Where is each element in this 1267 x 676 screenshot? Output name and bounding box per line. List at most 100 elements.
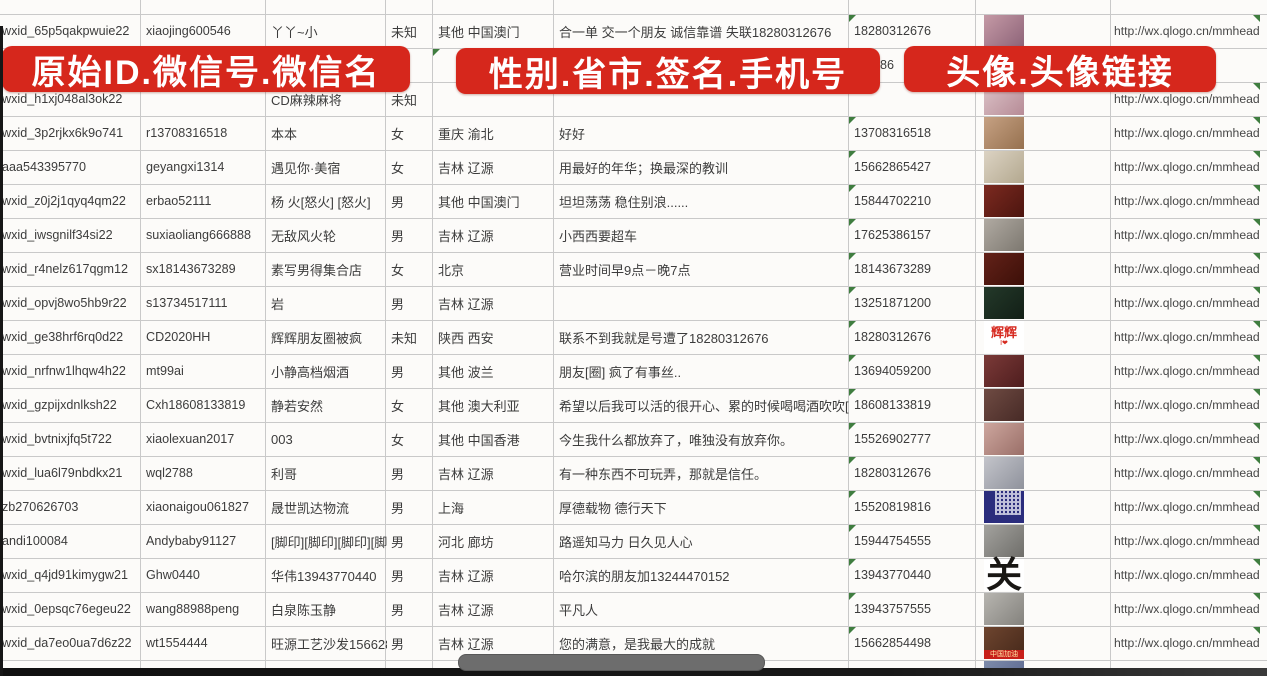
cell-url[interactable]: http://wx.qlogo.cn/mmhead	[1114, 228, 1260, 242]
cell-url[interactable]: http://wx.qlogo.cn/mmhead	[1114, 500, 1260, 514]
cell-url[interactable]: http://wx.qlogo.cn/mmhead	[1114, 92, 1260, 106]
avatar-thumbnail[interactable]	[984, 389, 1024, 421]
cell-wxid[interactable]: wxid_nrfnw1lhqw4h22	[2, 364, 126, 378]
cell-url[interactable]: http://wx.qlogo.cn/mmhead	[1114, 534, 1260, 548]
cell-wxid[interactable]: wxid_da7eo0ua7d6z22	[2, 636, 132, 650]
cell-region[interactable]: 河北 廊坊	[438, 534, 494, 550]
avatar-thumbnail[interactable]	[984, 219, 1024, 251]
cell-phone[interactable]: 18280312676	[854, 24, 932, 38]
cell-url[interactable]: http://wx.qlogo.cn/mmhead	[1114, 160, 1260, 174]
cell-account[interactable]: CD2020HH	[146, 330, 211, 344]
cell-name[interactable]: 丫丫~小	[271, 24, 318, 40]
cell-signature[interactable]: 平凡人	[559, 602, 599, 618]
cell-gender[interactable]: 女	[391, 398, 405, 414]
cell-account[interactable]: xiaolexuan2017	[146, 432, 235, 446]
cell-region[interactable]: 上海	[438, 500, 465, 516]
cell-name[interactable]: 无敌风火轮	[271, 228, 337, 244]
cell-region[interactable]: 北京	[438, 262, 465, 278]
cell-phone[interactable]: 18608133819	[854, 398, 932, 412]
cell-gender[interactable]: 女	[391, 432, 405, 448]
cell-region[interactable]: 其他 中国澳门	[438, 24, 520, 40]
cell-phone[interactable]: 13943757555	[854, 602, 932, 616]
cell-signature[interactable]: 好好	[559, 126, 586, 142]
cell-gender[interactable]: 女	[391, 160, 405, 176]
cell-gender[interactable]: 男	[391, 568, 405, 584]
cell-wxid[interactable]: wxid_lua6l79nbdkx21	[2, 466, 123, 480]
horizontal-scrollbar-thumb[interactable]	[458, 654, 765, 671]
cell-gender[interactable]: 未知	[391, 24, 418, 40]
cell-phone[interactable]: 17625386157	[854, 228, 932, 242]
avatar-thumbnail[interactable]	[984, 491, 1024, 523]
cell-region[interactable]: 吉林 辽源	[438, 636, 494, 652]
cell-signature[interactable]	[553, 286, 850, 320]
cell-gender[interactable]: 男	[391, 500, 405, 516]
avatar-thumbnail[interactable]	[984, 117, 1024, 149]
cell-name[interactable]: 旺源工艺沙发15662854	[271, 636, 387, 652]
cell-account[interactable]: Ghw0440	[146, 568, 200, 582]
cell-url[interactable]: http://wx.qlogo.cn/mmhead	[1114, 262, 1260, 276]
cell-name[interactable]: 华伟13943770440	[271, 568, 377, 584]
cell-wxid[interactable]: wxid_gzpijxdnlksh22	[2, 398, 117, 412]
cell-account[interactable]: wt1554444	[146, 636, 208, 650]
cell-region[interactable]: 吉林 辽源	[438, 296, 494, 312]
cell-phone[interactable]: 18280312676	[854, 330, 932, 344]
cell-gender[interactable]: 男	[391, 636, 405, 652]
cell-region[interactable]: 其他 中国澳门	[438, 194, 520, 210]
cell-account[interactable]: s13734517111	[146, 296, 228, 310]
cell-wxid[interactable]: wxid_ge38hrf6rq0d22	[2, 330, 124, 344]
cell-wxid[interactable]: wxid_h1xj048al3ok22	[2, 92, 123, 106]
cell-region[interactable]: 吉林 辽源	[438, 466, 494, 482]
cell-name[interactable]: 遇见你·美宿	[271, 160, 341, 176]
cell-signature[interactable]: 联系不到我就是号遭了18280312676	[559, 330, 769, 346]
cell-region[interactable]: 吉林 辽源	[438, 228, 494, 244]
cell-url[interactable]: http://wx.qlogo.cn/mmhead	[1114, 432, 1260, 446]
cell-account[interactable]: xiaojing600546	[146, 24, 231, 38]
cell-wxid[interactable]: wxid_opvj8wo5hb9r22	[2, 296, 127, 310]
cell-signature[interactable]: 路遥知马力 日久见人心	[559, 534, 693, 550]
cell-name[interactable]: 小静高档烟酒	[271, 364, 350, 380]
cell-phone[interactable]: 13694059200	[854, 364, 932, 378]
cell-region[interactable]: 吉林 辽源	[438, 602, 494, 618]
cell-gender[interactable]: 男	[391, 228, 405, 244]
cell-name[interactable]: [脚印][脚印][脚印][脚	[271, 534, 387, 550]
cell-phone[interactable]: 13943770440	[854, 568, 932, 582]
avatar-thumbnail[interactable]	[984, 287, 1024, 319]
cell-phone[interactable]: 15662854498	[854, 636, 932, 650]
cell-phone[interactable]: 15662865427	[854, 160, 932, 174]
cell-signature[interactable]: 小西西要超车	[559, 228, 638, 244]
cell-account[interactable]: wang88988peng	[146, 602, 240, 616]
avatar-thumbnail[interactable]	[984, 355, 1024, 387]
cell-url[interactable]: http://wx.qlogo.cn/mmhead	[1114, 398, 1260, 412]
cell-signature[interactable]: 厚德载物 德行天下	[559, 500, 667, 516]
cell-phone[interactable]: 18143673289	[854, 262, 932, 276]
cell-phone[interactable]: 13251871200	[854, 296, 932, 310]
cell-gender[interactable]: 男	[391, 364, 405, 380]
cell-region[interactable]: 陕西 西安	[438, 330, 494, 346]
cell-wxid[interactable]: wxid_3p2rjkx6k9o741	[2, 126, 124, 140]
cell-url[interactable]: http://wx.qlogo.cn/mmhead	[1114, 24, 1260, 38]
cell-signature[interactable]: 希望以后我可以活的很开心、累的时候喝喝酒吹吹[	[559, 398, 849, 414]
cell-gender[interactable]: 男	[391, 602, 405, 618]
cell-region[interactable]: 其他 澳大利亚	[438, 398, 520, 414]
cell-url[interactable]: http://wx.qlogo.cn/mmhead	[1114, 602, 1260, 616]
avatar-thumbnail[interactable]	[984, 15, 1024, 47]
cell-phone[interactable]: 18280312676	[854, 466, 932, 480]
cell-signature[interactable]: 坦坦荡荡 稳住别浪......	[559, 194, 689, 210]
cell-account[interactable]: xiaonaigou061827	[146, 500, 249, 514]
cell-account[interactable]: Cxh18608133819	[146, 398, 246, 412]
cell-phone[interactable]: 15844702210	[854, 194, 932, 208]
cell-name[interactable]: 本本	[271, 126, 298, 142]
cell-region[interactable]: 其他 波兰	[438, 364, 494, 380]
cell-gender[interactable]: 男	[391, 466, 405, 482]
cell-wxid[interactable]: wxid_r4nelz617qgm12	[2, 262, 129, 276]
cell-phone[interactable]: 15526902777	[854, 432, 932, 446]
cell-gender[interactable]: 女	[391, 262, 405, 278]
cell-wxid[interactable]: wxid_bvtnixjfq5t722	[2, 432, 112, 446]
cell-wxid[interactable]: wxid_65p5qakpwuie22	[2, 24, 130, 38]
cell-region[interactable]: 吉林 辽源	[438, 160, 494, 176]
cell-gender[interactable]: 未知	[391, 330, 418, 346]
avatar-thumbnail[interactable]: 关	[984, 557, 1024, 593]
cell-signature[interactable]: 营业时间早9点－晚7点	[559, 262, 691, 278]
avatar-thumbnail[interactable]: 中国加油	[984, 627, 1024, 659]
cell-wxid[interactable]: wxid_z0j2j1qyq4qm22	[2, 194, 126, 208]
